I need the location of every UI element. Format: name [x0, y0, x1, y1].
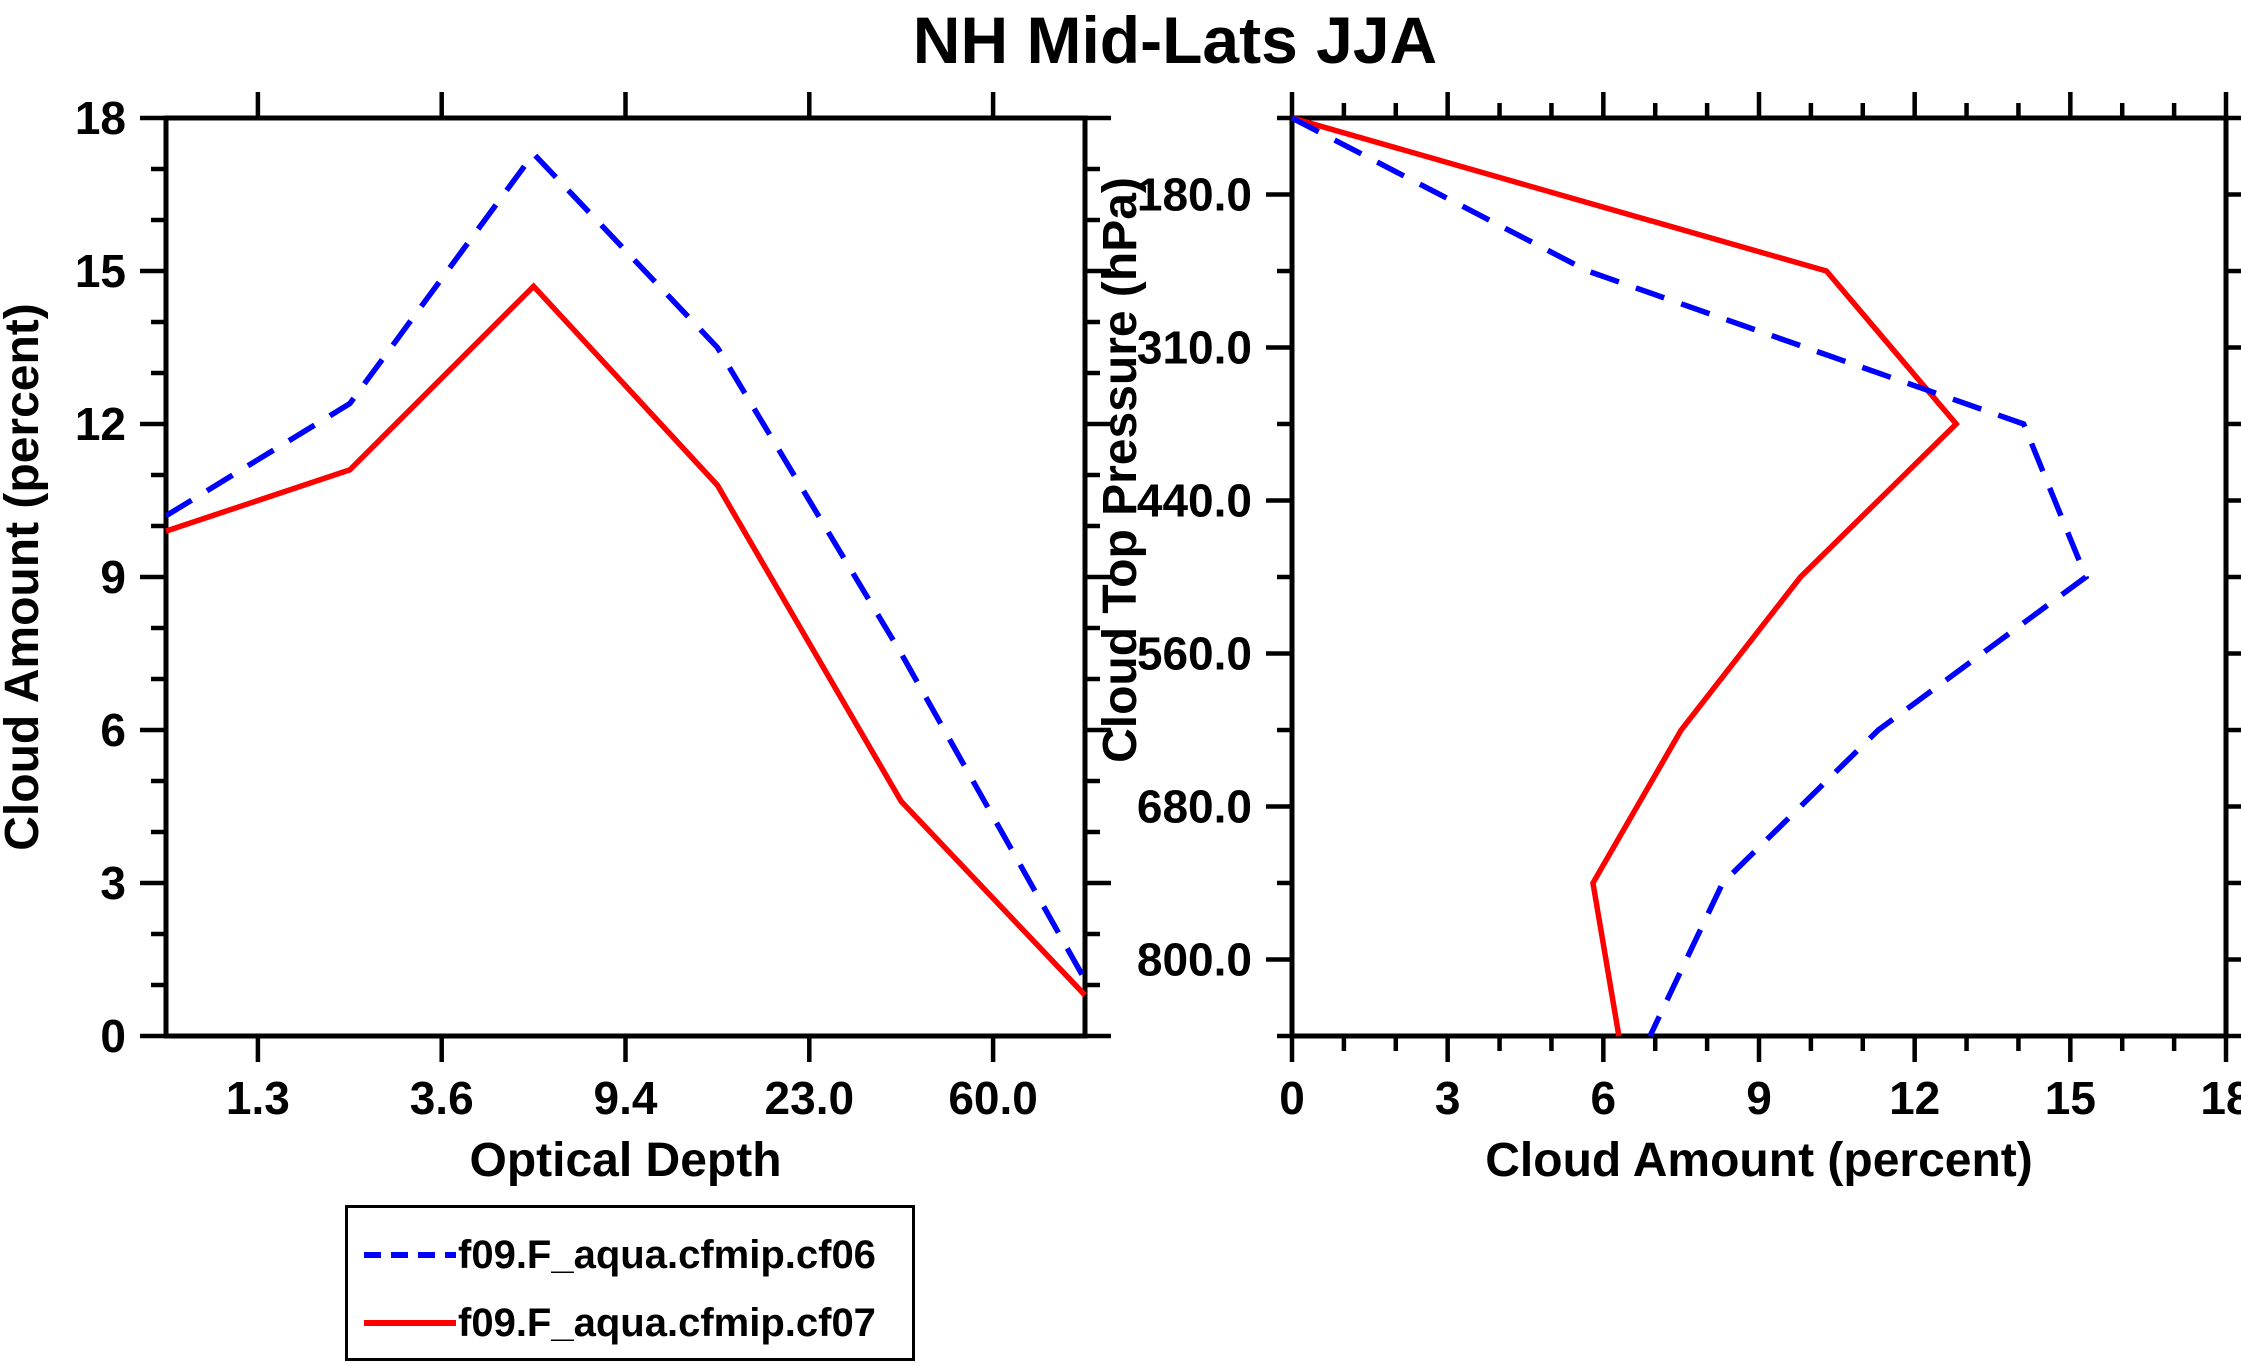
- right-yaxis-title: Cloud Top Pressure (hPa): [1094, 177, 1147, 763]
- right-y-tick-label: 680.0: [1137, 781, 1252, 833]
- right-y-tick-label: 560.0: [1137, 627, 1252, 679]
- right-series-cf06: [1290, 115, 2090, 1038]
- right-y-tick-label: 310.0: [1137, 322, 1252, 374]
- left-x-tick-label: 1.3: [226, 1072, 290, 1124]
- right-y-tick-label: 180.0: [1137, 168, 1252, 220]
- left-x-tick-label: 3.6: [410, 1072, 474, 1124]
- legend-label-cf06: f09.F_aqua.cfmip.cf06: [458, 1233, 876, 1277]
- legend-label-cf07: f09.F_aqua.cfmip.cf07: [458, 1301, 876, 1345]
- right-x-tick-label: 15: [2045, 1072, 2096, 1124]
- left-plot-box: [163, 115, 1088, 1039]
- left-series-cf06: [164, 149, 1088, 982]
- right-x-tick-label: 0: [1279, 1072, 1305, 1124]
- right-series-cf07: [1291, 115, 1960, 1037]
- legend-item-cf07: f09.F_aqua.cfmip.cf07: [362, 1300, 876, 1346]
- left-y-tick-label: 18: [75, 92, 126, 144]
- legend: f09.F_aqua.cfmip.cf06 f09.F_aqua.cfmip.c…: [345, 1205, 915, 1361]
- right-xaxis-title: Cloud Amount (percent): [1485, 1134, 2033, 1187]
- left-series-cf07: [165, 282, 1087, 998]
- right-x-tick-label: 6: [1591, 1072, 1617, 1124]
- right-y-tick-label: 440.0: [1137, 475, 1252, 527]
- right-x-tick-label: 9: [1746, 1072, 1772, 1124]
- left-x-tick-label: 60.0: [948, 1072, 1038, 1124]
- chart-title: NH Mid-Lats JJA: [912, 3, 1438, 77]
- left-yaxis-title: Cloud Amount (percent): [0, 303, 49, 851]
- right-x-tick-label: 3: [1435, 1072, 1461, 1124]
- left-y-tick-label: 6: [100, 704, 126, 756]
- left-y-tick-label: 12: [75, 398, 126, 450]
- left-y-tick-label: 15: [75, 245, 126, 297]
- legend-item-cf06: f09.F_aqua.cfmip.cf06: [362, 1232, 876, 1278]
- legend-line-solid-icon: [364, 1320, 456, 1326]
- legend-line-dashed-icon: [364, 1252, 456, 1258]
- left-y-tick-label: 3: [100, 857, 126, 909]
- right-y-tick-label: 800.0: [1137, 934, 1252, 986]
- left-xaxis-title: Optical Depth: [469, 1134, 781, 1187]
- right-x-tick-label: 12: [1889, 1072, 1940, 1124]
- left-x-tick-label: 23.0: [765, 1072, 855, 1124]
- left-y-tick-label: 9: [100, 551, 126, 603]
- right-x-tick-label: 18: [2200, 1072, 2241, 1124]
- left-x-tick-label: 9.4: [594, 1072, 658, 1124]
- left-y-tick-label: 0: [100, 1010, 126, 1062]
